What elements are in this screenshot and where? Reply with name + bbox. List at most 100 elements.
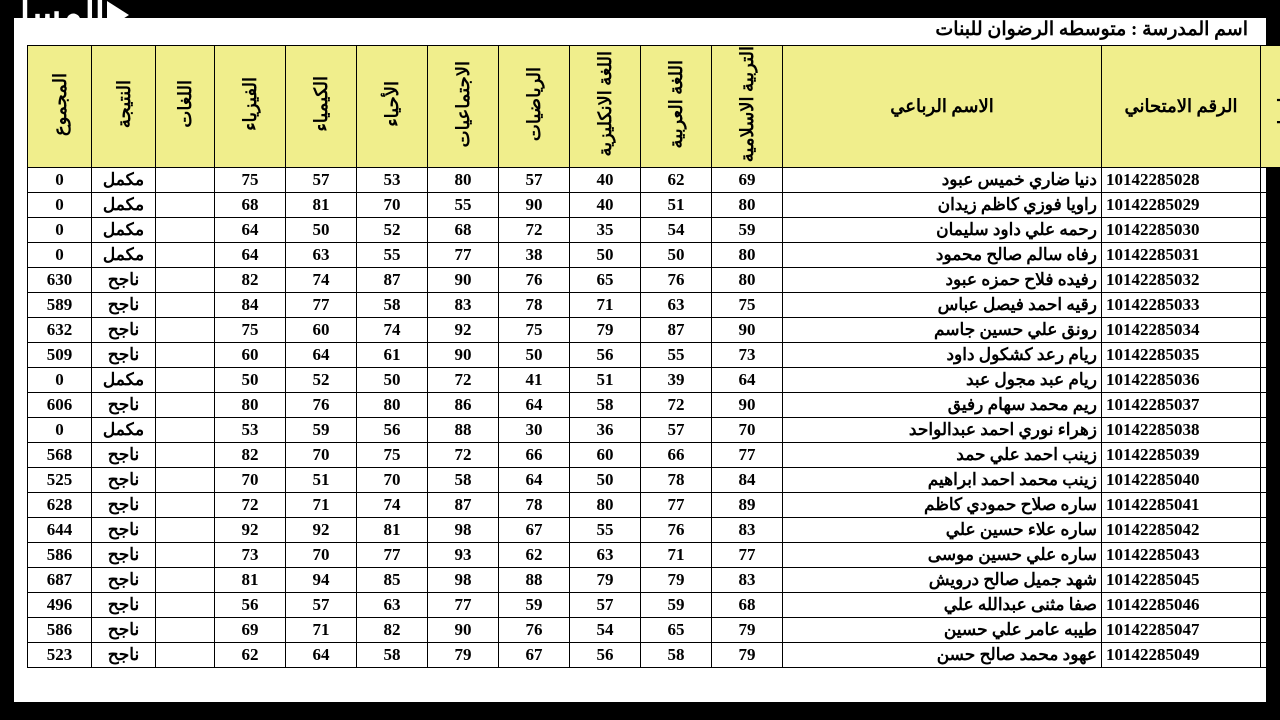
cell-physics: 64 — [215, 243, 286, 268]
cell-chemistry: 70 — [286, 543, 357, 568]
cell-name: ساره علاء حسين علي — [783, 518, 1102, 543]
cell-english: 51 — [570, 368, 641, 393]
cell-total: 523 — [28, 643, 92, 668]
cell-seq: 34 — [1261, 493, 1280, 518]
cell-arabic: 79 — [641, 568, 712, 593]
cell-name: رقيه احمد فيصل عباس — [783, 293, 1102, 318]
cell-physics: 82 — [215, 443, 286, 468]
cell-name: زهراء نوري احمد عبدالواحد — [783, 418, 1102, 443]
cell-result: ناجح — [92, 293, 156, 318]
cell-langs — [156, 618, 215, 643]
cell-langs — [156, 318, 215, 343]
table-row: 3810142285046صفا مثنى عبدالله علي6859575… — [28, 593, 1280, 618]
cell-chemistry: 74 — [286, 268, 357, 293]
cell-math: 62 — [499, 543, 570, 568]
cell-result: مكمل — [92, 193, 156, 218]
cell-social: 98 — [428, 568, 499, 593]
cell-exam: 10142285028 — [1102, 168, 1261, 193]
cell-seq: 27 — [1261, 318, 1280, 343]
cell-arabic: 63 — [641, 293, 712, 318]
cell-total: 606 — [28, 393, 92, 418]
cell-math: 78 — [499, 293, 570, 318]
cell-langs — [156, 418, 215, 443]
col-biology: الأحياء — [357, 46, 428, 168]
cell-english: 60 — [570, 443, 641, 468]
cell-math: 59 — [499, 593, 570, 618]
cell-social: 77 — [428, 243, 499, 268]
cell-chemistry: 52 — [286, 368, 357, 393]
cell-arabic: 54 — [641, 218, 712, 243]
cell-chemistry: 57 — [286, 168, 357, 193]
cell-chemistry: 71 — [286, 618, 357, 643]
cell-name: رحمه علي داود سليمان — [783, 218, 1102, 243]
table-row: 2210142285029راويا فوزي كاظم زيدان805140… — [28, 193, 1280, 218]
cell-exam: 10142285032 — [1102, 268, 1261, 293]
col-social: الاجتماعيات — [428, 46, 499, 168]
cell-total: 0 — [28, 418, 92, 443]
cell-biology: 70 — [357, 468, 428, 493]
cell-arabic: 71 — [641, 543, 712, 568]
cell-biology: 50 — [357, 368, 428, 393]
cell-social: 68 — [428, 218, 499, 243]
cell-langs — [156, 493, 215, 518]
logo-text: المسا — [20, 0, 105, 33]
cell-chemistry: 63 — [286, 243, 357, 268]
cell-exam: 10142285049 — [1102, 643, 1261, 668]
cell-seq: 24 — [1261, 243, 1280, 268]
col-exam: الرقم الامتحاني — [1102, 46, 1261, 168]
cell-chemistry: 50 — [286, 218, 357, 243]
cell-langs — [156, 343, 215, 368]
table-row: 3110142285038زهراء نوري احمد عبدالواحد70… — [28, 418, 1280, 443]
cell-math: 76 — [499, 618, 570, 643]
cell-exam: 10142285045 — [1102, 568, 1261, 593]
cell-langs — [156, 543, 215, 568]
cell-result: ناجح — [92, 443, 156, 468]
cell-name: رونق علي حسين جاسم — [783, 318, 1102, 343]
cell-islamic: 80 — [712, 243, 783, 268]
cell-math: 30 — [499, 418, 570, 443]
cell-exam: 10142285039 — [1102, 443, 1261, 468]
cell-name: ريام عبد مجول عبد — [783, 368, 1102, 393]
cell-seq: 23 — [1261, 218, 1280, 243]
cell-result: مكمل — [92, 168, 156, 193]
cell-name: رفاه سالم صالح محمود — [783, 243, 1102, 268]
cell-total: 586 — [28, 618, 92, 643]
cell-social: 90 — [428, 343, 499, 368]
cell-result: ناجح — [92, 593, 156, 618]
col-physics: الفيزياء — [215, 46, 286, 168]
cell-arabic: 39 — [641, 368, 712, 393]
cell-math: 78 — [499, 493, 570, 518]
cell-social: 87 — [428, 493, 499, 518]
cell-exam: 10142285031 — [1102, 243, 1261, 268]
cell-math: 67 — [499, 643, 570, 668]
table-row: 3910142285047طيبه عامر علي حسين796554769… — [28, 618, 1280, 643]
cell-english: 71 — [570, 293, 641, 318]
cell-math: 38 — [499, 243, 570, 268]
cell-result: مكمل — [92, 368, 156, 393]
cell-physics: 69 — [215, 618, 286, 643]
cell-islamic: 73 — [712, 343, 783, 368]
cell-arabic: 77 — [641, 493, 712, 518]
cell-biology: 81 — [357, 518, 428, 543]
col-seq: تسلسل — [1261, 46, 1280, 168]
cell-result: ناجح — [92, 568, 156, 593]
table-row: 2110142285028دنيا ضاري خميس عبود69624057… — [28, 168, 1280, 193]
cell-seq: 21 — [1261, 168, 1280, 193]
cell-result: ناجح — [92, 393, 156, 418]
col-islamic: التربية الاسلامية — [712, 46, 783, 168]
cell-chemistry: 76 — [286, 393, 357, 418]
table-row: 2710142285034رونق علي حسين جاسم908779759… — [28, 318, 1280, 343]
cell-langs — [156, 168, 215, 193]
cell-biology: 70 — [357, 193, 428, 218]
cell-physics: 82 — [215, 268, 286, 293]
table-row: 3210142285039زينب احمد علي حمد7766606672… — [28, 443, 1280, 468]
cell-biology: 82 — [357, 618, 428, 643]
cell-seq: 31 — [1261, 418, 1280, 443]
cell-math: 64 — [499, 393, 570, 418]
cell-name: زينب محمد احمد ابراهيم — [783, 468, 1102, 493]
cell-result: ناجح — [92, 518, 156, 543]
cell-exam: 10142285043 — [1102, 543, 1261, 568]
cell-langs — [156, 368, 215, 393]
cell-seq: 32 — [1261, 443, 1280, 468]
cell-english: 36 — [570, 418, 641, 443]
